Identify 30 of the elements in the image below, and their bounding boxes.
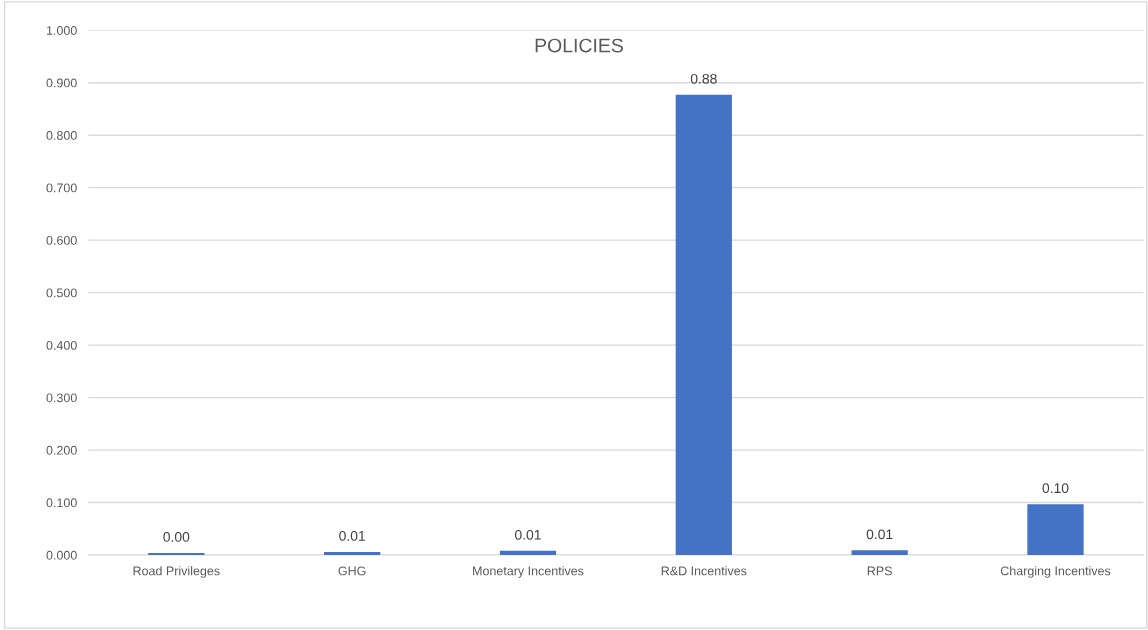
y-tick-label: 0.400: [46, 340, 77, 350]
x-tick-label: GHG: [338, 566, 366, 576]
y-tick-label: 0.200: [46, 445, 77, 455]
y-tick-label: 0.600: [46, 235, 77, 245]
data-label: 0.00: [163, 532, 190, 542]
data-label: 0.10: [1042, 483, 1069, 494]
x-tick-label: Road Privileges: [133, 566, 220, 578]
y-tick-label: 0.900: [46, 78, 77, 88]
x-tick-label: RPS: [867, 566, 892, 576]
data-label: 0.01: [866, 529, 893, 540]
y-tick-label: 1.000: [46, 26, 77, 35]
x-tick-label: R&D Incentives: [661, 566, 747, 576]
bar: [148, 552, 205, 556]
bar: [675, 94, 732, 556]
x-tick-label: Charging Incentives: [1000, 566, 1111, 578]
bar: [1027, 504, 1084, 556]
y-tick-label: 0.000: [46, 550, 77, 560]
y-tick-label: 0.300: [46, 393, 77, 403]
bar: [851, 550, 908, 556]
bar: [499, 550, 557, 556]
y-tick-label: 0.800: [46, 131, 77, 140]
data-label: 0.01: [515, 529, 541, 540]
y-tick-label: 0.500: [46, 288, 77, 298]
y-tick-label: 0.700: [46, 183, 77, 193]
chart-title: POLICIES: [535, 38, 623, 53]
data-label: 0.88: [690, 73, 717, 84]
x-tick-label: Monetary Incentives: [473, 566, 584, 578]
bar: [324, 551, 381, 556]
y-tick-label: 0.100: [46, 498, 77, 508]
data-label: 0.01: [339, 530, 365, 541]
